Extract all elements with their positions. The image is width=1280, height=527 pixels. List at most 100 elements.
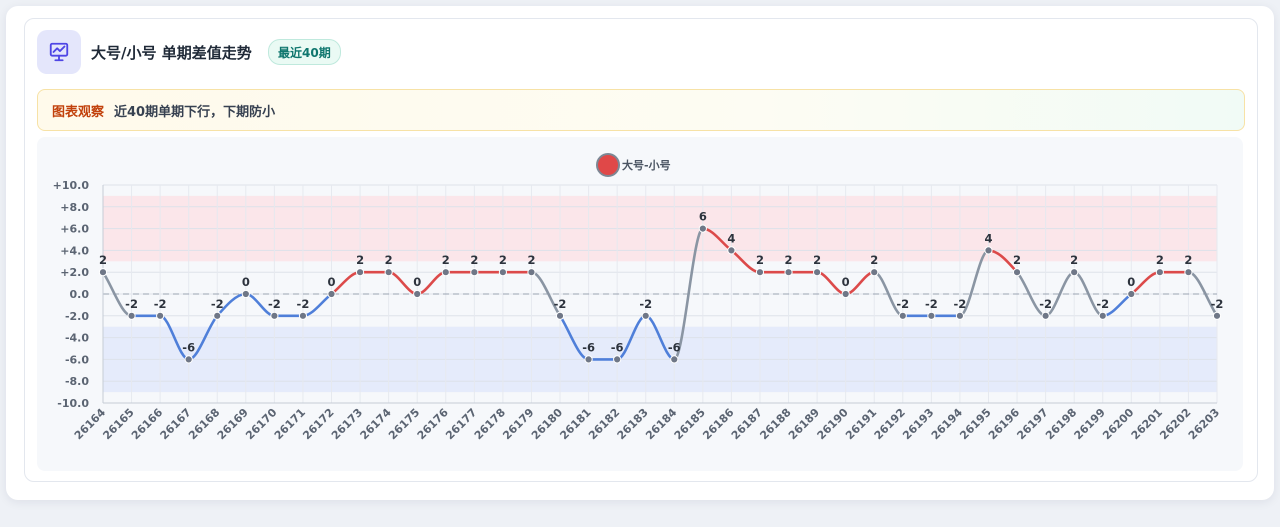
y-tick-label: -10.0 (57, 397, 89, 410)
data-label: 2 (527, 253, 535, 267)
data-point[interactable] (755, 268, 765, 277)
x-tick-label: 26197 (1014, 406, 1050, 442)
x-tick-label: 26165 (100, 406, 136, 442)
line-segment (1130, 270, 1162, 296)
period-badge: 最近40期 (268, 39, 341, 65)
data-point[interactable] (1184, 268, 1193, 277)
data-label: -6 (582, 340, 595, 354)
data-label: -6 (668, 340, 681, 354)
data-point[interactable] (184, 355, 193, 364)
data-label: -2 (896, 297, 909, 311)
y-tick-label: 0.0 (70, 288, 90, 301)
data-point[interactable] (670, 355, 679, 364)
data-point[interactable] (555, 311, 565, 320)
data-point[interactable] (1012, 268, 1022, 277)
data-label: 4 (727, 231, 735, 245)
x-tick-label: 26167 (158, 406, 194, 442)
data-point[interactable] (927, 311, 936, 320)
data-point[interactable] (213, 311, 222, 320)
data-point[interactable] (813, 268, 822, 277)
data-label: 2 (499, 253, 507, 267)
y-tick-label: -6.0 (65, 353, 89, 366)
x-tick-label: 26203 (1186, 406, 1222, 442)
data-label: 2 (442, 253, 450, 267)
legend-label[interactable]: 大号-小号 (622, 158, 671, 172)
data-label: -6 (611, 340, 624, 354)
data-point[interactable] (955, 311, 965, 320)
data-point[interactable] (241, 289, 250, 299)
data-label: -2 (954, 297, 967, 311)
data-point[interactable] (470, 268, 479, 277)
x-tick-label: 26181 (557, 406, 593, 442)
x-tick-label: 26178 (472, 406, 508, 442)
data-label: -2 (125, 297, 138, 311)
data-point[interactable] (584, 355, 593, 364)
x-tick-label: 26188 (757, 406, 793, 442)
data-point[interactable] (984, 246, 993, 255)
data-point[interactable] (613, 355, 622, 364)
x-tick-label: 26201 (1129, 406, 1165, 442)
data-point[interactable] (698, 224, 707, 233)
y-tick-label: +4.0 (60, 244, 89, 257)
data-point[interactable] (270, 311, 279, 320)
data-point[interactable] (898, 311, 907, 320)
y-tick-label: -4.0 (65, 332, 89, 345)
outer-frame: 大号/小号 单期差值走势 最近40期 图表观察 近40期单期下行，下期防小 +1… (6, 6, 1274, 500)
x-tick-label: 26179 (500, 406, 536, 442)
data-point[interactable] (641, 311, 650, 320)
y-tick-label: -2.0 (65, 310, 89, 323)
x-tick-label: 26173 (329, 406, 365, 442)
data-point[interactable] (384, 268, 393, 277)
x-tick-label: 26195 (957, 406, 993, 442)
data-label: -2 (297, 297, 310, 311)
y-tick-label: +8.0 (60, 201, 89, 214)
x-tick-label: 26193 (900, 406, 936, 442)
data-point[interactable] (1127, 289, 1136, 299)
data-label: 2 (99, 253, 107, 267)
y-tick-label: -8.0 (65, 375, 89, 388)
x-tick-label: 26189 (786, 406, 822, 442)
data-label: 2 (756, 253, 764, 267)
data-label: 0 (413, 275, 421, 289)
data-point[interactable] (1070, 268, 1079, 277)
data-point[interactable] (298, 311, 308, 320)
data-point[interactable] (498, 268, 507, 277)
chart-title: 大号/小号 单期差值走势 (91, 44, 252, 62)
data-point[interactable] (127, 311, 136, 320)
data-point[interactable] (727, 246, 736, 255)
data-point[interactable] (784, 268, 793, 277)
data-point[interactable] (413, 289, 422, 299)
data-label: -2 (554, 297, 567, 311)
insight-bar: 图表观察 近40期单期下行，下期防小 (37, 89, 1245, 131)
data-point[interactable] (98, 268, 108, 277)
data-label: 0 (1127, 275, 1135, 289)
data-label: 2 (1070, 253, 1078, 267)
data-label: 2 (1184, 253, 1192, 267)
data-label: 0 (242, 275, 250, 289)
data-label: 2 (356, 253, 364, 267)
x-tick-label: 26185 (672, 406, 708, 442)
data-point[interactable] (441, 268, 450, 277)
data-label: -2 (1039, 297, 1052, 311)
x-tick-label: 26175 (386, 406, 422, 442)
data-point[interactable] (1041, 311, 1050, 320)
line-segment (330, 270, 362, 296)
data-point[interactable] (156, 311, 165, 320)
data-point[interactable] (841, 289, 850, 299)
data-point[interactable] (1155, 268, 1164, 277)
legend-marker[interactable] (596, 153, 620, 177)
data-label: 2 (785, 253, 793, 267)
data-label: -2 (211, 297, 224, 311)
data-label: 2 (385, 253, 393, 267)
y-tick-label: +6.0 (60, 223, 89, 236)
data-point[interactable] (527, 268, 536, 277)
data-point[interactable] (355, 268, 365, 277)
data-point[interactable] (1212, 311, 1222, 320)
data-point[interactable] (1098, 311, 1107, 320)
data-label: -2 (1096, 297, 1109, 311)
data-point[interactable] (870, 268, 879, 277)
x-tick-label: 26171 (272, 406, 308, 442)
data-point[interactable] (327, 289, 336, 299)
x-tick-label: 26168 (186, 406, 222, 442)
data-label: 4 (984, 231, 992, 245)
